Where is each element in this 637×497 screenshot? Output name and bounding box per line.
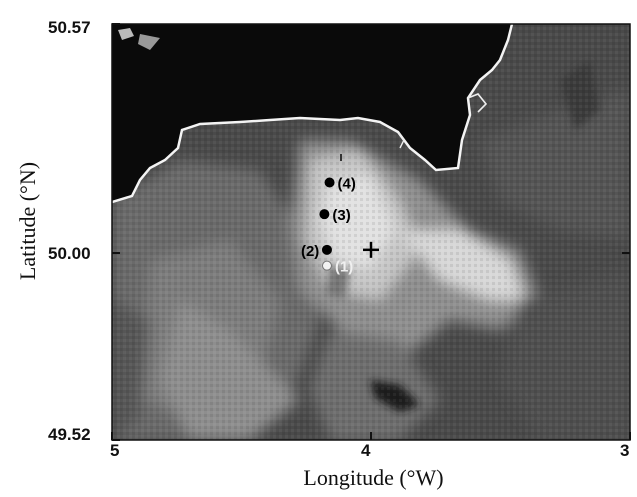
axis-ticks xyxy=(111,23,631,441)
lon-tick-label: 4 xyxy=(361,441,371,460)
stations-layer: (1) (2) (3) (4) xyxy=(301,175,356,275)
station-marker xyxy=(321,260,332,271)
y-axis-label: Latitude (°N) xyxy=(15,161,40,281)
x-axis-label: Longitude (°W) xyxy=(303,465,444,490)
station-marker xyxy=(319,209,330,220)
satellite-image xyxy=(112,24,630,440)
lon-tick-label: 5 xyxy=(110,441,120,460)
land-mass xyxy=(112,24,512,202)
lon-tick-label: 3 xyxy=(620,441,630,460)
station-label: (3) xyxy=(332,207,350,224)
station-marker xyxy=(324,177,335,188)
station-marker xyxy=(321,244,332,255)
station-label: (4) xyxy=(338,175,356,192)
coastline xyxy=(112,24,514,204)
station-label: (2) xyxy=(301,243,319,260)
station-label: (1) xyxy=(335,259,353,276)
lat-tick-label: 50.00 xyxy=(48,244,91,263)
lat-tick-label: 50.57 xyxy=(48,18,91,37)
plus-marker-layer xyxy=(363,241,379,258)
lat-tick-label: 49.52 xyxy=(48,425,91,444)
